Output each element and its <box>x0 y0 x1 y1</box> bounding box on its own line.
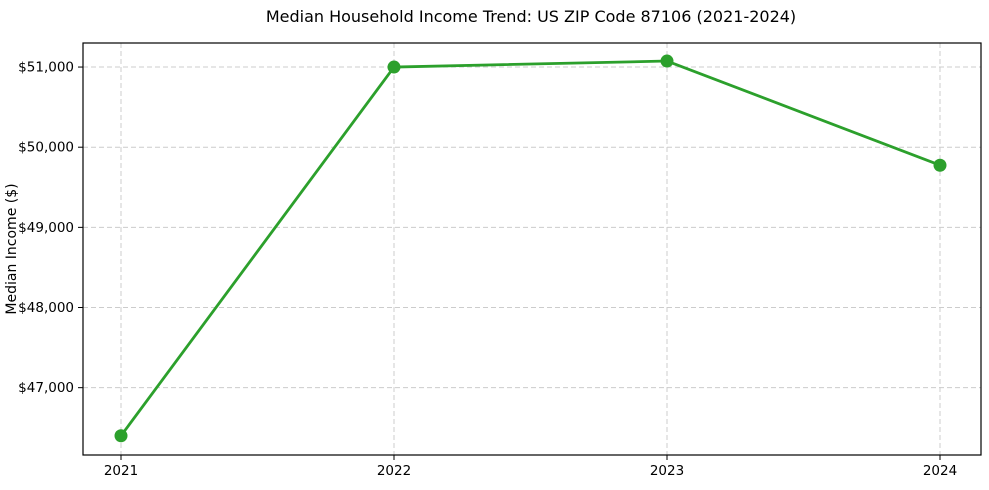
trend-line <box>119 59 942 438</box>
y-tick-label: $51,000 <box>18 60 74 76</box>
tick-marks <box>78 66 941 460</box>
tick-labels: $47,000 $48,000 $49,000 $50,000 $51,000 2021 2… <box>18 60 957 479</box>
x-tick-label: 2023 <box>650 463 684 479</box>
data-point-marker <box>387 60 401 74</box>
plot-border <box>82 42 982 456</box>
chart-title: Median Household Income Trend: US ZIP Co… <box>266 7 796 26</box>
gridlines <box>83 43 981 455</box>
x-tick-label: 2022 <box>377 463 411 479</box>
y-tick-label: $47,000 <box>18 380 74 396</box>
data-point-marker <box>933 158 947 172</box>
x-tick-label: 2024 <box>923 463 957 479</box>
x-tick-label: 2021 <box>104 463 138 479</box>
data-point-marker <box>660 54 674 68</box>
y-tick-label: $49,000 <box>18 220 74 236</box>
y-tick-label: $48,000 <box>18 300 74 316</box>
data-point-marker <box>114 429 128 443</box>
y-axis-label: Median Income ($) <box>4 183 20 314</box>
y-tick-label: $50,000 <box>18 140 74 156</box>
data-series <box>114 54 947 443</box>
